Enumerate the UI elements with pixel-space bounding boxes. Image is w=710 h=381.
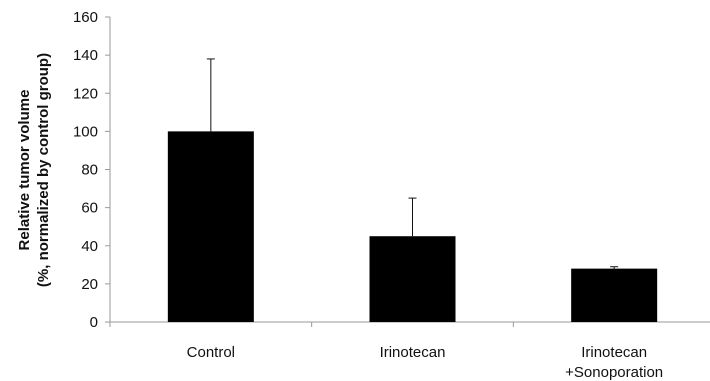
x-axis: Control Irinotecan Irinotecan +Sonoporation <box>109 321 710 381</box>
y-tick-label: 120 <box>73 85 98 102</box>
error-bars <box>206 58 619 269</box>
y-axis-label-line-2: (%, normalized by control group) <box>35 53 52 287</box>
y-tick-label: 160 <box>73 9 98 26</box>
y-axis: 0 20 40 60 80 100 120 140 160 <box>73 9 111 331</box>
y-axis-label: Relative tumor volume (%, normalized by … <box>16 53 52 287</box>
bars <box>167 131 658 322</box>
bar <box>571 268 658 322</box>
x-category-label: Irinotecan <box>380 344 446 361</box>
y-axis-label-line-1: Relative tumor volume <box>16 90 33 251</box>
y-tick-label: 0 <box>90 314 98 331</box>
y-tick-label: 20 <box>81 276 98 293</box>
y-tick-label: 60 <box>81 200 98 217</box>
bar <box>369 236 456 322</box>
y-tick-label: 40 <box>81 238 98 255</box>
bar <box>167 131 254 322</box>
y-tick-label: 140 <box>73 47 98 64</box>
x-category-label: Irinotecan +Sonoporation <box>565 344 663 381</box>
y-tick-label: 80 <box>81 162 98 179</box>
y-tick-label: 100 <box>73 123 98 140</box>
x-category-label: Control <box>187 344 235 361</box>
